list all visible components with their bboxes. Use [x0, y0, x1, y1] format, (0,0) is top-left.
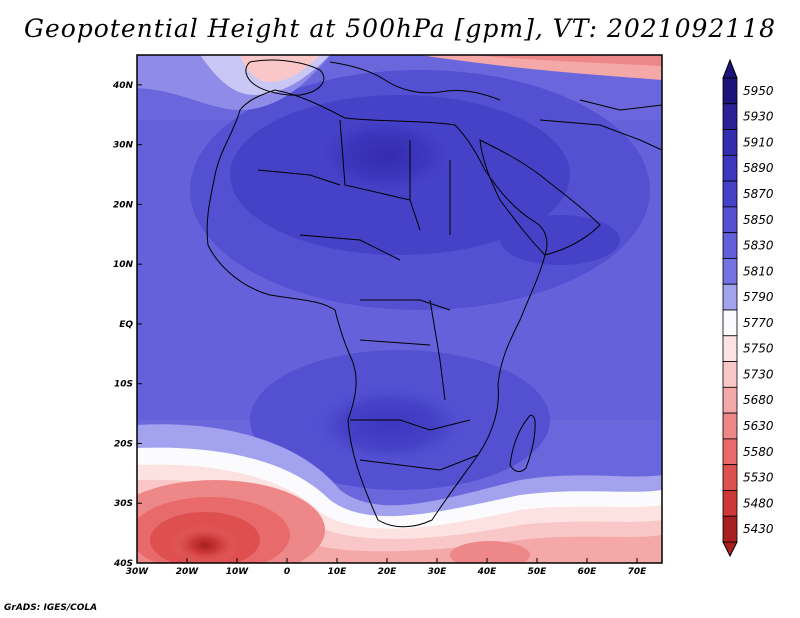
lon-tick-label: 10E	[328, 567, 348, 577]
colorbar-label: 5680	[743, 393, 774, 407]
lon-tick-label: 40E	[477, 567, 498, 577]
colorbar-swatch	[722, 103, 738, 130]
colorbar-swatch	[722, 386, 738, 414]
colorbar-swatch	[722, 154, 738, 182]
colorbar-label: 5950	[743, 84, 774, 98]
colorbar-swatch	[722, 464, 738, 491]
colorbar-swatch	[722, 129, 738, 156]
lat-tick-label: 40S	[113, 559, 133, 569]
lon-tick-label: 30E	[428, 567, 448, 577]
colorbar-swatch	[722, 180, 738, 208]
colorbar-swatch	[722, 258, 738, 285]
colorbar-swatch	[722, 490, 738, 517]
colorbar-swatch	[722, 309, 738, 337]
coastlines	[206, 59, 662, 528]
colorbar-swatch	[722, 206, 738, 234]
colorbar-label: 5850	[743, 213, 774, 227]
lat-tick-label: 10S	[114, 380, 133, 390]
colorbar-label: 5730	[743, 367, 774, 381]
colorbar-label: 5810	[743, 264, 774, 278]
colorbar-swatch	[722, 361, 738, 388]
lat-tick-label: 30N	[113, 141, 134, 151]
colorbar-label: 5480	[743, 496, 774, 510]
lon-tick-label: 30W	[126, 567, 150, 577]
colorbar-label: 5890	[743, 161, 774, 175]
latitude-axis: 40N 30N 20N 10N EQ 10S 20S 30S 40S	[112, 81, 142, 569]
colorbar-label: 5790	[743, 290, 774, 304]
colorbar-bottom-arrow	[722, 541, 738, 558]
colorbar-label: 5750	[743, 342, 774, 356]
colorbar: 5950 5930 5910 5890 5870 5850 5830 5810 5790 5770…	[722, 58, 774, 558]
colorbar-swatch	[722, 232, 738, 259]
colorbar-label: 5830	[743, 239, 774, 253]
colorbar-label: 5430	[743, 522, 774, 536]
colorbar-label: 5530	[743, 471, 774, 485]
height-field	[137, 55, 662, 563]
lat-tick-label: EQ	[119, 320, 133, 330]
lon-tick-label: 50E	[528, 567, 548, 577]
lat-tick-label: 30S	[114, 499, 133, 509]
lon-tick-label: 10W	[226, 567, 250, 577]
lon-tick-label: 70E	[628, 567, 648, 577]
colorbar-label: 5930	[743, 110, 774, 124]
colorbar-swatch	[722, 438, 738, 466]
colorbar-swatch	[722, 412, 738, 440]
lat-tick-label: 10N	[113, 260, 134, 270]
colorbar-label: 5770	[743, 316, 774, 330]
longitude-axis: 30W 20W 10W 0 10E 20E 30E 40E 50E 60E 70E	[126, 558, 647, 577]
colorbar-swatch	[722, 335, 738, 362]
plot-frame	[136, 54, 663, 564]
grads-credit: GrADS: IGES/COLA	[4, 603, 98, 613]
lon-tick-label: 60E	[578, 567, 598, 577]
colorbar-label: 5580	[743, 445, 774, 459]
lat-tick-label: 20S	[114, 439, 133, 449]
colorbar-swatch	[722, 515, 738, 543]
colorbar-swatch	[722, 283, 738, 311]
colorbar-swatch	[722, 77, 738, 105]
colorbar-label: 5910	[743, 135, 774, 149]
lat-tick-label: 20N	[113, 200, 134, 210]
lon-tick-label: 20W	[176, 567, 200, 577]
lon-tick-label: 20E	[378, 567, 398, 577]
map-title: Geopotential Height at 500hPa [gpm], VT:…	[23, 14, 777, 43]
colorbar-label: 5630	[743, 419, 774, 433]
colorbar-label: 5870	[743, 187, 774, 201]
colorbar-top-arrow	[722, 58, 738, 79]
lat-tick-label: 40N	[112, 81, 134, 91]
lon-tick-label: 0	[284, 567, 290, 577]
